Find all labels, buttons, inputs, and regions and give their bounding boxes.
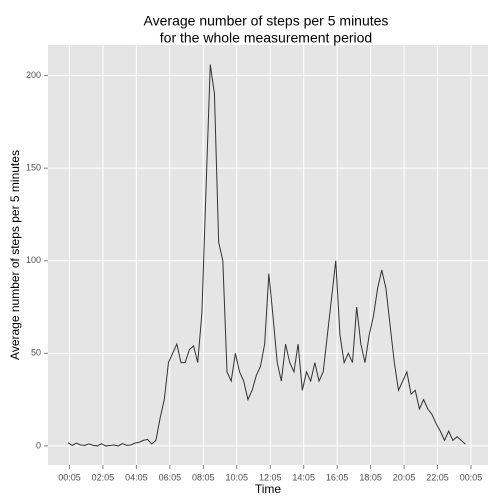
- y-tick-label: 50: [31, 348, 41, 358]
- x-tick-label: 06:05: [159, 472, 182, 482]
- x-axis-label: Time: [255, 482, 282, 496]
- y-tick-label: 0: [36, 440, 41, 450]
- y-axis-label: Average number of steps per 5 minutes: [8, 150, 22, 360]
- y-tick-label: 150: [26, 163, 41, 173]
- y-tick-label: 100: [26, 255, 41, 265]
- panel: [48, 45, 488, 465]
- chart-title: for the whole measurement period: [160, 30, 372, 46]
- x-tick-label: 04:05: [125, 472, 148, 482]
- x-tick-label: 02:05: [92, 472, 115, 482]
- x-tick-label: 18:05: [359, 472, 382, 482]
- chart-title: Average number of steps per 5 minutes: [144, 13, 389, 29]
- x-tick-label: 22:05: [426, 472, 449, 482]
- x-tick-label: 10:05: [226, 472, 249, 482]
- line: [67, 64, 466, 447]
- x-tick-label: 16:05: [326, 472, 349, 482]
- x-tick-label: 00:05: [460, 472, 483, 482]
- y-tick-label: 200: [26, 70, 41, 80]
- x-tick-label: 20:05: [393, 472, 416, 482]
- x-tick-label: 08:05: [192, 472, 215, 482]
- x-tick-label: 14:05: [292, 472, 315, 482]
- x-tick-label: 12:05: [259, 472, 282, 482]
- x-tick-label: 00:05: [58, 472, 81, 482]
